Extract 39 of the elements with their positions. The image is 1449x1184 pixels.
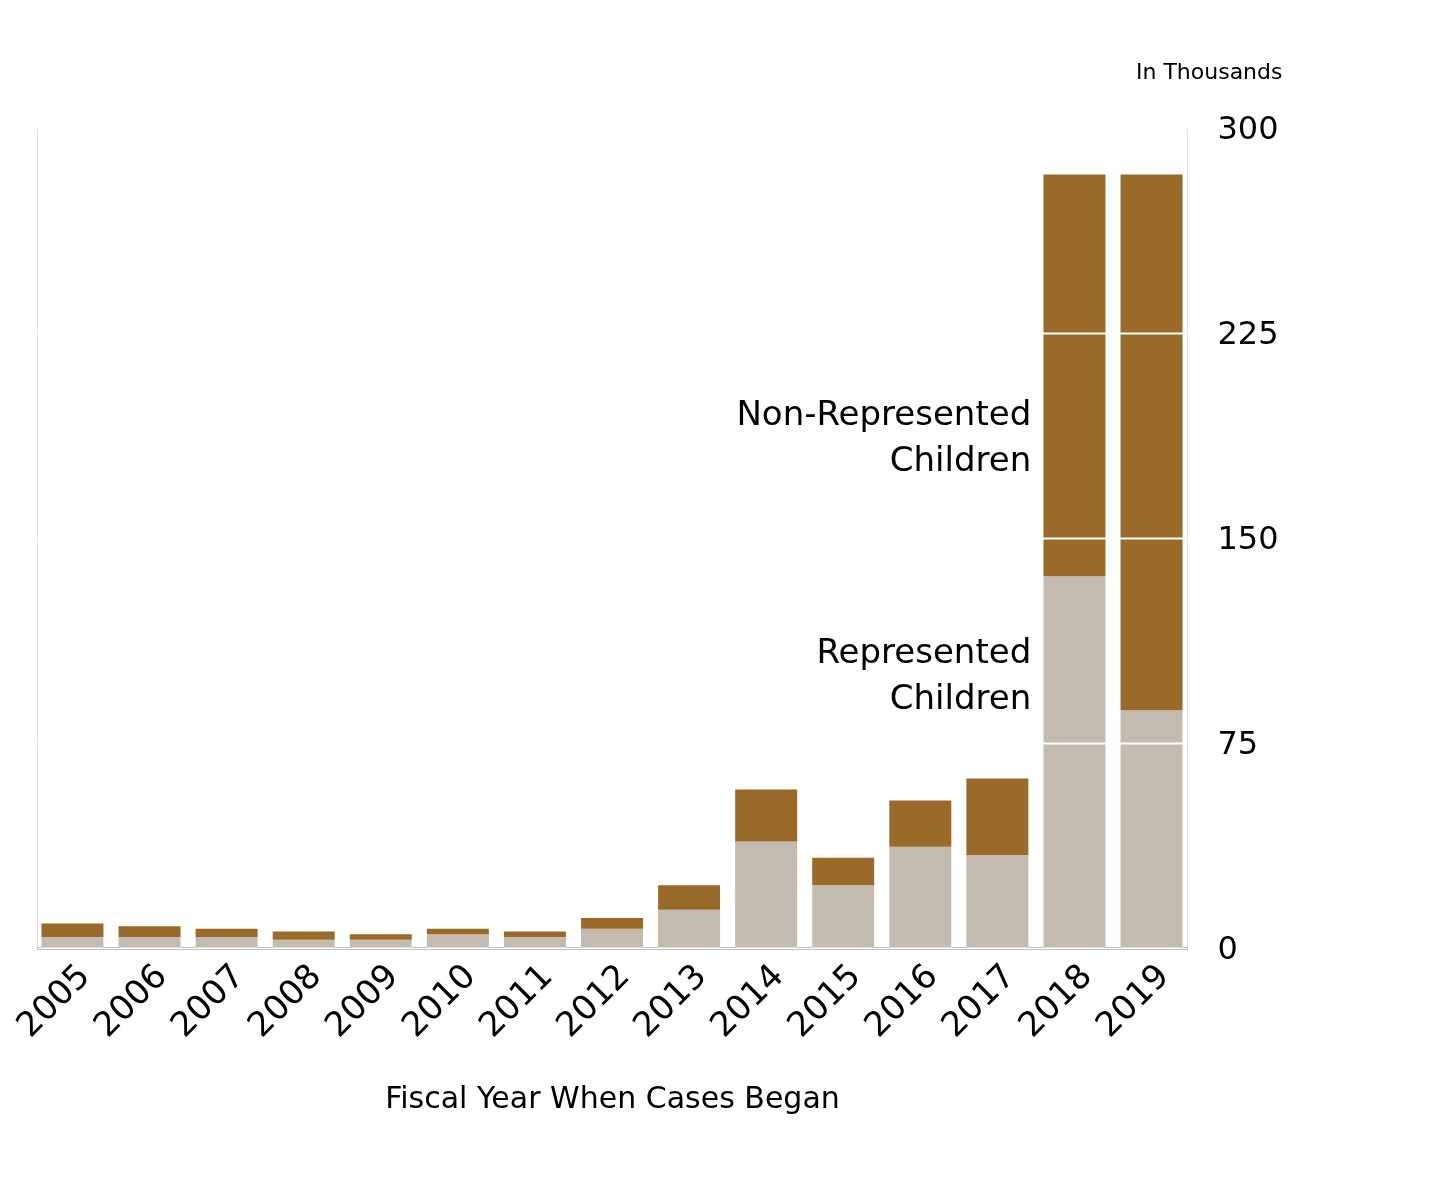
- y-tick-label: 75: [1217, 723, 1259, 762]
- bar: [966, 855, 1029, 948]
- bar: [889, 800, 952, 847]
- bar: [735, 841, 798, 948]
- bar: [812, 885, 875, 948]
- bar: [1120, 174, 1183, 711]
- bar: [118, 926, 181, 938]
- y-tick-label: 150: [1217, 518, 1279, 557]
- bar: [812, 857, 875, 886]
- series-label: Non-Represented Children: [736, 393, 1032, 479]
- bar: [1120, 710, 1183, 948]
- bar: [503, 931, 566, 938]
- bar: [426, 928, 489, 935]
- bar: [118, 937, 181, 948]
- bar: [889, 846, 952, 948]
- bar: [735, 789, 798, 842]
- bar: [426, 934, 489, 948]
- y-axis-title: In Thousands: [1135, 58, 1283, 84]
- bar: [658, 909, 721, 948]
- bar: [1043, 576, 1106, 948]
- y-tick-label: 225: [1217, 313, 1279, 352]
- bar: [195, 928, 258, 938]
- bar: [349, 934, 412, 940]
- bar: [966, 778, 1029, 856]
- x-axis-title: Fiscal Year When Cases Began: [385, 1079, 840, 1115]
- bar: [272, 931, 335, 940]
- series-label: Represented Children: [816, 630, 1032, 717]
- y-tick-label: 300: [1217, 108, 1279, 147]
- bar: [581, 917, 643, 929]
- bar: [41, 937, 104, 948]
- bar: [1043, 174, 1106, 577]
- bar: [503, 937, 566, 948]
- bar: [272, 939, 335, 948]
- bar: [658, 885, 721, 910]
- bar: [41, 923, 104, 938]
- bar: [195, 937, 258, 948]
- bar: [581, 928, 643, 948]
- bar: [349, 939, 412, 948]
- y-tick-label: 0: [1217, 928, 1238, 967]
